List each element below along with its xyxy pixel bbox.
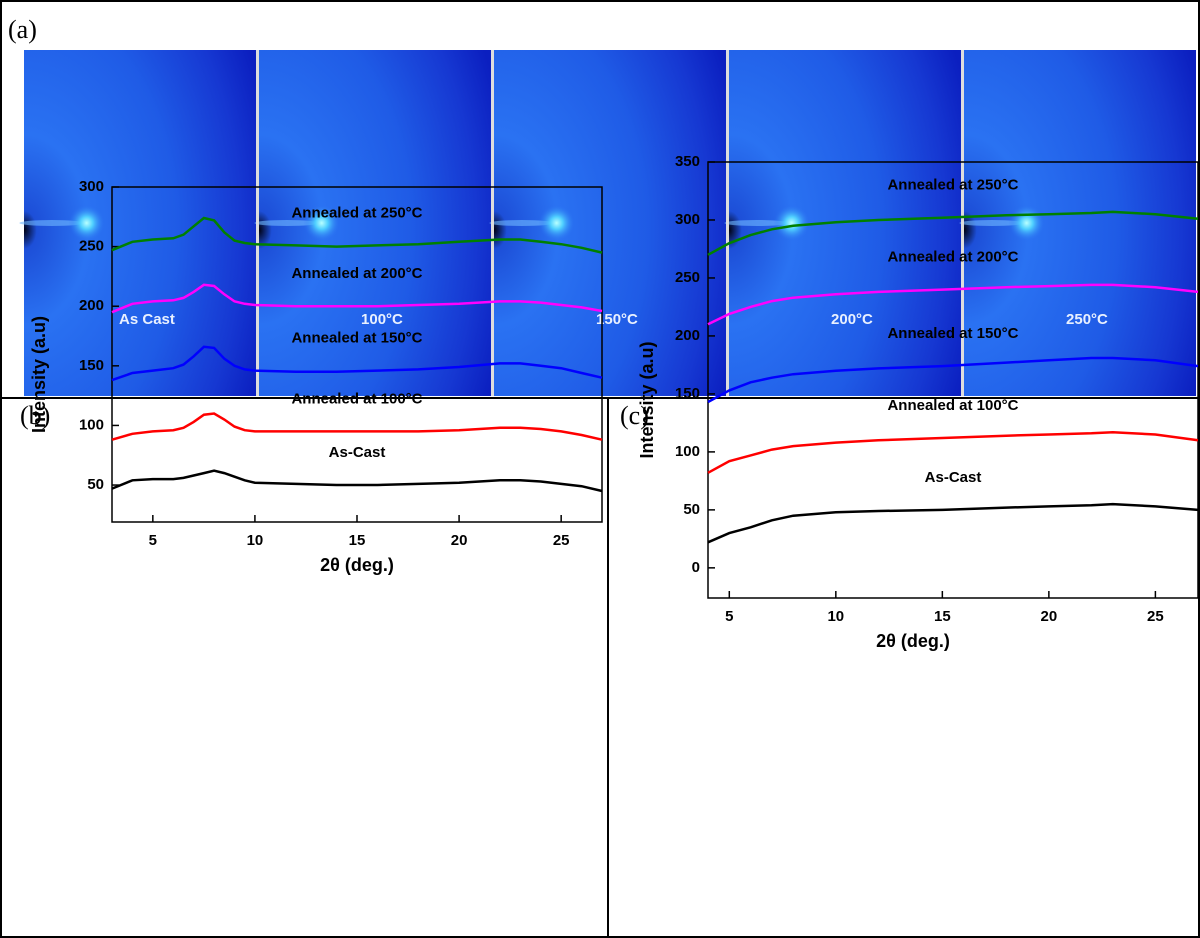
data-line	[707, 210, 1199, 256]
image-label: 100°C	[361, 311, 403, 328]
data-line	[111, 283, 603, 314]
x-tick-label: 5	[149, 532, 157, 549]
reflection-spot	[303, 205, 340, 241]
image-label: 250°C	[1066, 311, 1108, 328]
beam-streak	[254, 220, 320, 226]
y-axis-title: Intensity (a.u)	[637, 341, 657, 458]
y-tick-label: 50	[683, 501, 700, 518]
x-tick-label: 5	[725, 608, 733, 625]
series-label: As-Cast	[329, 444, 386, 461]
panel-label: (c)	[620, 401, 649, 430]
y-tick-label: 200	[675, 327, 700, 344]
data-line	[111, 345, 603, 382]
y-axis-title: Intensity (a.u)	[29, 316, 49, 433]
image-label: 150°C	[596, 311, 638, 328]
image-strip: As Cast 100°C 150°C 200°C 250°C	[19, 50, 1196, 396]
y-tick-label: 300	[675, 211, 700, 228]
beam-streak	[19, 220, 85, 226]
image-label: As Cast	[119, 311, 175, 328]
y-tick-label: 100	[79, 416, 104, 433]
image-label: 200°C	[831, 311, 873, 328]
y-tick-label: 250	[675, 269, 700, 286]
x-tick-label: 15	[349, 532, 366, 549]
y-tick-label: 0	[692, 559, 700, 576]
x-tick-label: 15	[934, 608, 951, 625]
data-line	[111, 216, 603, 254]
y-tick-label: 350	[675, 153, 700, 170]
series-label: As-Cast	[925, 469, 982, 486]
plot-frame	[707, 161, 1199, 599]
y-tick-label: 50	[87, 476, 104, 493]
x-tick-label: 20	[1041, 608, 1058, 625]
series-label: Annealed at 250°C	[291, 204, 422, 221]
x-tick-label: 10	[247, 532, 264, 549]
beam-streak	[724, 220, 790, 226]
series-label: Annealed at 150°C	[291, 330, 422, 347]
data-line	[707, 356, 1199, 404]
data-line	[707, 283, 1199, 326]
x-axis-title: 2θ (deg.)	[320, 555, 394, 575]
data-line	[707, 430, 1199, 474]
y-tick-label: 150	[79, 357, 104, 374]
beam-streak	[489, 220, 555, 226]
reflection-spot	[1008, 205, 1045, 241]
y-tick-label: 300	[79, 178, 104, 195]
series-label: Annealed at 100°C	[887, 397, 1018, 414]
series-label: Annealed at 150°C	[887, 325, 1018, 342]
series-label: Annealed at 200°C	[291, 265, 422, 282]
series-label: Annealed at 250°C	[887, 177, 1018, 194]
x-tick-label: 20	[451, 532, 468, 549]
x-tick-label: 25	[553, 532, 570, 549]
reflection-spot	[538, 205, 575, 241]
x-tick-label: 25	[1147, 608, 1164, 625]
series-label: Annealed at 100°C	[291, 390, 422, 407]
data-line	[111, 412, 603, 441]
series-label: Annealed at 200°C	[887, 249, 1018, 266]
data-line	[707, 502, 1199, 544]
panel-label: (b)	[20, 401, 50, 430]
y-tick-label: 150	[675, 385, 700, 402]
y-tick-label: 100	[675, 443, 700, 460]
y-tick-label: 250	[79, 238, 104, 255]
beam-streak	[959, 220, 1025, 226]
x-axis-title: 2θ (deg.)	[876, 631, 950, 651]
reflection-spot	[68, 205, 105, 241]
panel-label: (a)	[8, 15, 37, 44]
data-line	[111, 469, 603, 493]
x-tick-label: 10	[827, 608, 844, 625]
y-tick-label: 200	[79, 297, 104, 314]
reflection-spot	[773, 205, 810, 241]
